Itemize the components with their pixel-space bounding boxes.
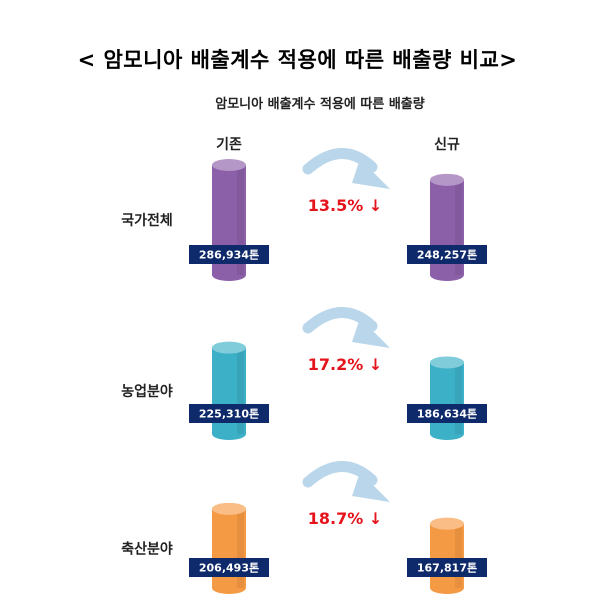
row-label-2: 농업분야	[121, 383, 173, 400]
value-label-old-2-box	[189, 404, 269, 423]
bar-new-3	[430, 517, 464, 594]
curved-arrow-icon-3	[302, 461, 390, 502]
column-header-old: 기존	[216, 137, 242, 153]
value-label-new-2-box	[407, 404, 487, 423]
curved-arrow-icon-2	[302, 307, 390, 348]
value-label-old-2: 225,310톤	[199, 408, 259, 421]
value-label-old-3: 206,493톤	[199, 562, 259, 575]
value-label-new-3: 167,817톤	[417, 562, 477, 575]
bar-old-1-top	[212, 159, 246, 171]
value-label-new-3-box	[407, 558, 487, 577]
bar-old-3-shade	[237, 508, 244, 588]
change-label-3: 18.7% ↓	[308, 509, 382, 528]
value-label-old-3-box	[189, 558, 269, 577]
bar-old-3	[212, 502, 246, 594]
row-label-1: 국가전체	[121, 212, 173, 229]
value-label-old-1: 286,934톤	[199, 249, 259, 262]
bar-new-2	[430, 356, 464, 440]
bar-new-2-shade	[455, 362, 462, 434]
bar-new-1-shade	[455, 179, 462, 275]
bar-new-3-shade	[455, 523, 462, 588]
bar-new-1-top	[430, 173, 464, 186]
bar-new-2-top	[430, 356, 464, 369]
value-label-old-1-box	[189, 245, 269, 264]
value-label-new-2: 186,634톤	[417, 408, 477, 421]
bar-old-2	[212, 341, 246, 440]
change-label-2: 17.2% ↓	[308, 355, 382, 374]
page-title: < 암모니아 배출계수 적용에 따른 배출량 비교>	[77, 48, 518, 72]
bar-old-3-top	[212, 502, 246, 515]
row-label-3: 축산분야	[121, 540, 173, 557]
bar-new-3-top	[430, 517, 464, 530]
curved-arrow-icon-1	[302, 148, 390, 189]
bar-old-2-top	[212, 341, 246, 354]
value-label-new-1-box	[407, 245, 487, 264]
bar-old-1-shade	[237, 165, 244, 275]
column-header-new: 신규	[434, 137, 460, 153]
bar-new-1	[430, 173, 464, 281]
chart-subtitle: 암모니아 배출계수 적용에 따른 배출량	[215, 96, 425, 112]
value-label-new-1: 248,257톤	[417, 249, 477, 262]
bar-old-2-shade	[237, 347, 244, 434]
change-label-1: 13.5% ↓	[308, 196, 382, 215]
